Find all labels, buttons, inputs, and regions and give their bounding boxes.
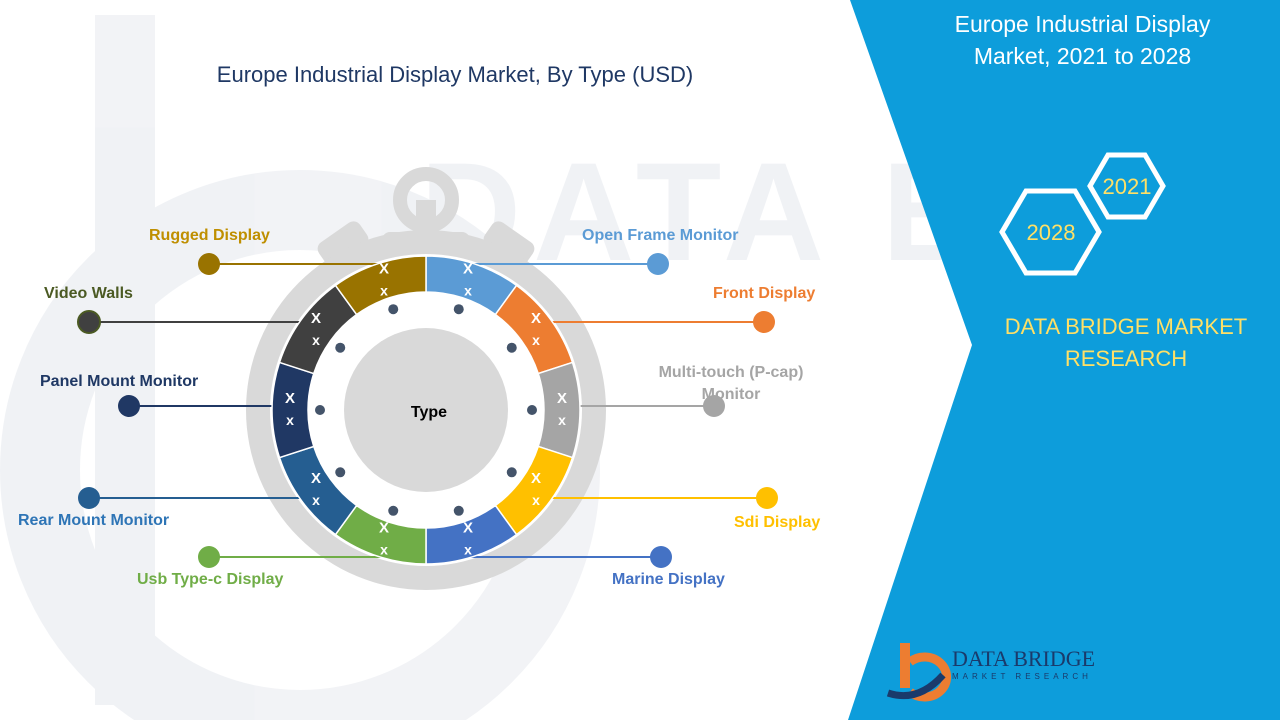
value-label-sdi-display-1: X (531, 470, 541, 487)
segment-label-rugged-display: Rugged Display (149, 227, 270, 244)
segment-label-sdi-display: Sdi Display (734, 514, 821, 531)
label-dot-rugged-display (198, 253, 220, 275)
hex-2028 (999, 188, 1102, 276)
label-dot-video-walls (77, 310, 101, 334)
footer-logo-icon (886, 643, 952, 702)
center-label: Type (411, 404, 447, 421)
ring-dot (315, 405, 325, 415)
panel-brand-line1: DATA BRIDGE MARKET (1004, 314, 1248, 339)
label-dot-usb-type-c-display (198, 546, 220, 568)
label-dot-sdi-display (756, 487, 778, 509)
value-label-panel-mount-monitor-2: x (286, 412, 294, 428)
year-end: 2028 (1027, 220, 1076, 245)
value-label-marine-display-1: X (463, 519, 473, 536)
segment-label-open-frame-monitor: Open Frame Monitor (582, 227, 739, 244)
value-label-open-frame-monitor-2: x (464, 283, 472, 299)
segment-label-panel-mount-monitor: Panel Mount Monitor (40, 373, 199, 390)
label-dots (77, 253, 778, 568)
hex-2021 (1087, 152, 1166, 220)
segment-label-video-walls: Video Walls (44, 285, 133, 302)
label-dot-front-display (753, 311, 775, 333)
panel-brand-line2: RESEARCH (1064, 346, 1188, 371)
ring-dot (506, 467, 517, 478)
value-label-open-frame-monitor-1: X (463, 261, 473, 278)
ring-dot (388, 304, 399, 315)
value-label-multi-touch-p-cap-monitor-2: x (558, 412, 566, 428)
chart-title: Europe Industrial Display Market, By Typ… (216, 62, 694, 87)
value-label-usb-type-c-display-1: X (379, 519, 389, 536)
value-label-video-walls-2: x (312, 332, 320, 348)
value-label-marine-display-2: x (464, 541, 472, 557)
ring-dot (335, 467, 346, 478)
footer-logo-subtext: MARKET RESEARCH (952, 672, 1092, 681)
label-dot-multi-touch-p-cap-monitor (703, 395, 725, 417)
ring-dot (335, 342, 346, 353)
right-panel (848, 0, 1280, 720)
value-label-sdi-display-2: x (532, 492, 540, 508)
footer-logo: DATA BRIDGE MARKET RESEARCH (952, 646, 1095, 681)
ring-dot (527, 405, 537, 415)
value-label-front-display-2: x (532, 332, 540, 348)
label-dot-marine-display (650, 546, 672, 568)
value-label-rugged-display-2: x (380, 283, 388, 299)
ring-dots (315, 304, 537, 516)
footer-logo-text: DATA BRIDGE (952, 646, 1096, 671)
panel-title-line1: Europe Industrial Display (954, 11, 1211, 37)
value-label-video-walls-1: X (311, 310, 321, 327)
segment-label-marine-display: Marine Display (612, 571, 725, 588)
ring-dot (453, 304, 464, 315)
year-hexagons (999, 152, 1166, 276)
ring-dot (388, 505, 399, 516)
ring-dot (453, 505, 464, 516)
value-label-rugged-display-1: X (379, 261, 389, 278)
label-dot-open-frame-monitor (647, 253, 669, 275)
panel-title-line2: Market, 2021 to 2028 (973, 43, 1192, 69)
segment-rugged-display (334, 255, 427, 316)
panel-brand: DATA BRIDGE MARKET RESEARCH (980, 311, 1272, 375)
ring-dot (506, 342, 517, 353)
segment-panel-mount-monitor (271, 361, 315, 459)
value-label-usb-type-c-display-2: x (380, 541, 388, 557)
value-label-front-display-1: X (531, 310, 541, 327)
segment-label-front-display: Front Display (713, 285, 816, 302)
panel-title: Europe Industrial Display Market, 2021 t… (930, 8, 1235, 72)
center-disc (344, 328, 508, 492)
segment-label-usb-type-c-display: Usb Type-c Display (137, 571, 284, 588)
segment-label-multi-touch-p-cap-monitor: Multi-touch (P-cap) Monitor (658, 364, 804, 403)
label-dot-rear-mount-monitor (78, 487, 100, 509)
segment-multi-touch-p-cap-monitor (537, 361, 581, 459)
leader-lines (89, 263, 767, 558)
ring-segments (271, 255, 581, 565)
value-label-panel-mount-monitor-1: X (285, 390, 295, 407)
value-label-multi-touch-p-cap-monitor-1: X (557, 390, 567, 407)
value-label-rear-mount-monitor-2: x (312, 492, 320, 508)
segment-label-rear-mount-monitor: Rear Mount Monitor (18, 512, 170, 529)
value-label-rear-mount-monitor-1: X (311, 470, 321, 487)
label-dot-panel-mount-monitor (118, 395, 140, 417)
year-start: 2021 (1103, 174, 1152, 199)
